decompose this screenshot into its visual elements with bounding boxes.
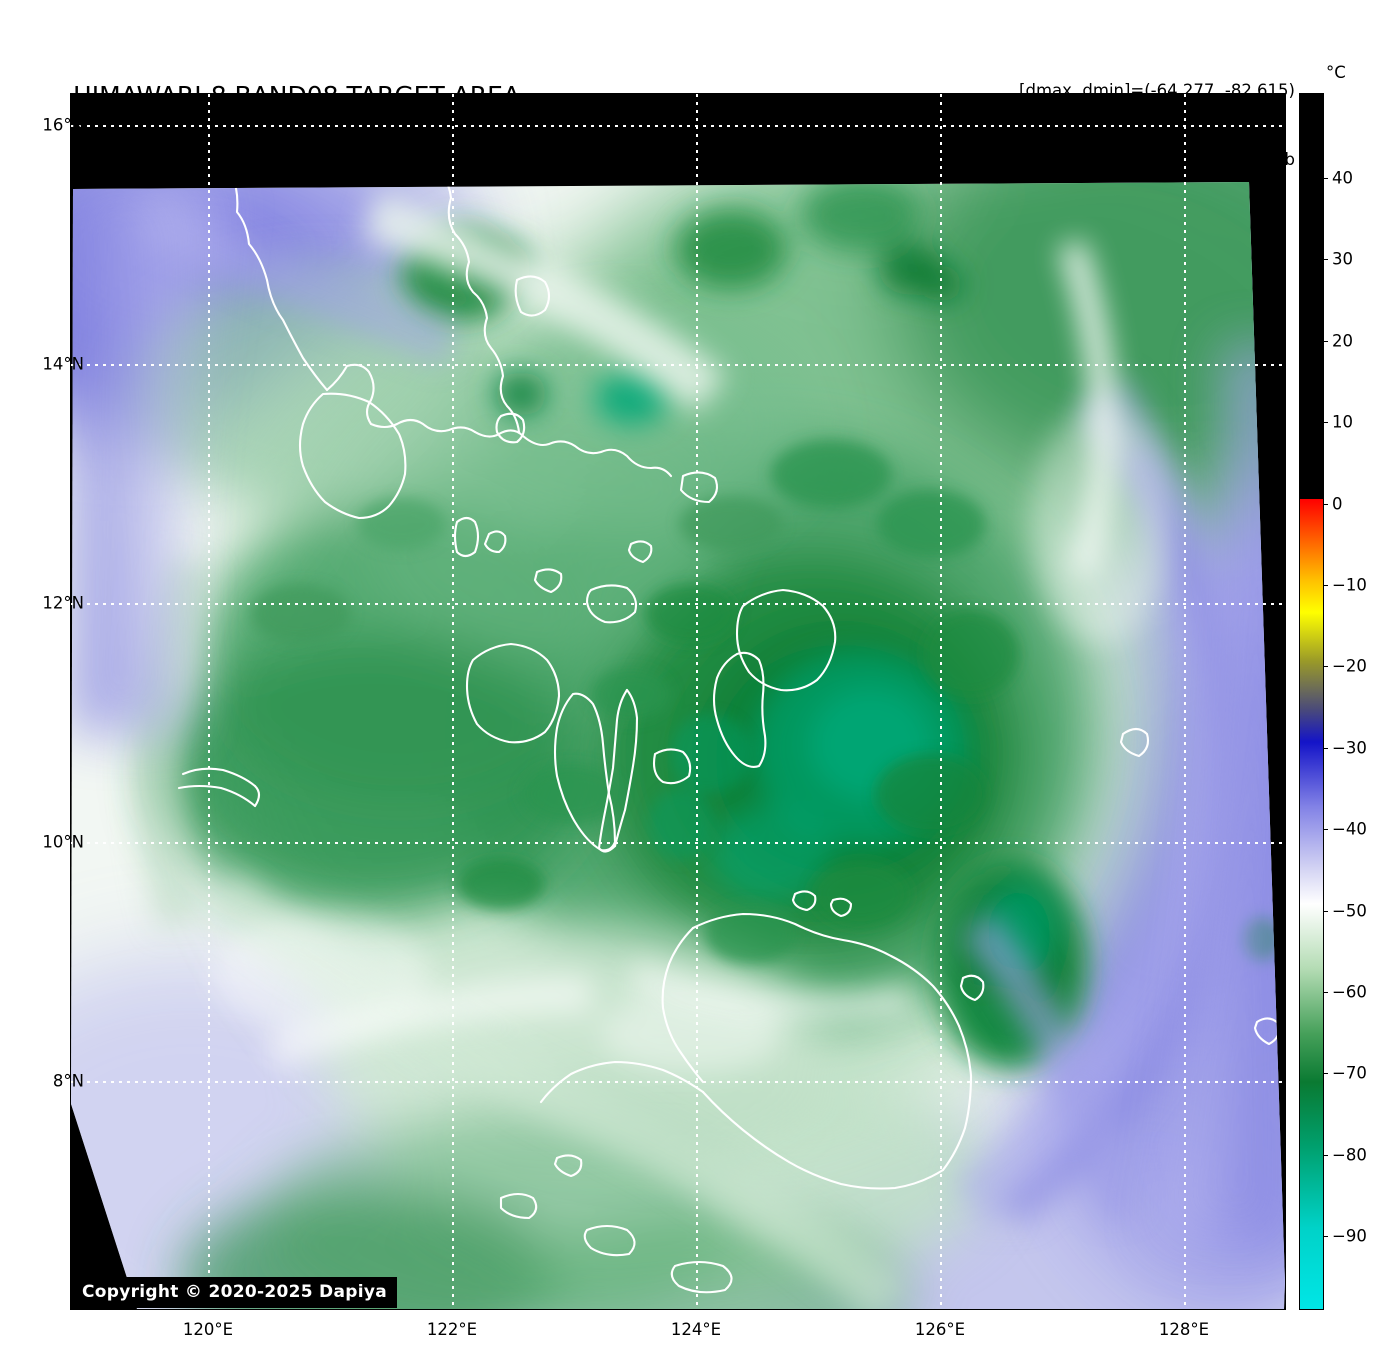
ytick-label-16N: 16°N — [42, 115, 84, 135]
colorbar-tick-mark — [1324, 259, 1328, 260]
xtick-label-128E: 128°E — [1158, 1320, 1210, 1339]
colorbar-tick-mark — [1324, 829, 1328, 830]
colorbar-tick-mark — [1324, 341, 1328, 342]
ytick-label-10N: 10°N — [42, 832, 84, 852]
xtick-label-120E: 120°E — [182, 1320, 234, 1339]
colorbar[interactable] — [1299, 93, 1324, 1310]
colorbar-tick-m20: −20 — [1332, 656, 1367, 676]
copyright-watermark: Copyright © 2020-2025 Dapiya — [72, 1277, 397, 1308]
satellite-image-plot[interactable] — [70, 93, 1286, 1310]
colorbar-tick-mark — [1324, 911, 1328, 912]
xtick-label-124E: 124°E — [670, 1320, 722, 1339]
colorbar-tick-m80: −80 — [1332, 1145, 1367, 1165]
colorbar-tick-m50: −50 — [1332, 901, 1367, 921]
ytick-label-12N: 12°N — [42, 593, 84, 613]
ytick-label-8N: 8°N — [52, 1071, 84, 1091]
colorbar-tick-40: 40 — [1332, 168, 1353, 188]
colorbar-tick-mark — [1324, 748, 1328, 749]
colorbar-unit-label: °C — [1326, 63, 1346, 82]
colorbar-tick-10: 10 — [1332, 412, 1353, 432]
colorbar-tick-mark — [1324, 1073, 1328, 1074]
colorbar-tick-mark — [1324, 992, 1328, 993]
xtick-label-122E: 122°E — [426, 1320, 478, 1339]
colorbar-tick-mark — [1324, 178, 1328, 179]
colorbar-tick-mark — [1324, 666, 1328, 667]
coastline-overlay — [177, 182, 1281, 1294]
colorbar-tick-mark — [1324, 504, 1328, 505]
satellite-imagery — [71, 182, 1285, 1309]
colorbar-tick-m90: −90 — [1332, 1226, 1367, 1246]
colorbar-tick-m70: −70 — [1332, 1063, 1367, 1083]
colorbar-tick-30: 30 — [1332, 249, 1353, 269]
colorbar-tick-20: 20 — [1332, 331, 1353, 351]
colorbar-tick-m40: −40 — [1332, 819, 1367, 839]
ytick-label-14N: 14°N — [42, 354, 84, 374]
plot-inner — [71, 94, 1285, 1309]
colorbar-tick-mark — [1324, 422, 1328, 423]
colorbar-gradient — [1300, 94, 1323, 1309]
xtick-label-126E: 126°E — [914, 1320, 966, 1339]
colorbar-tick-m30: −30 — [1332, 738, 1367, 758]
colorbar-tick-mark — [1324, 585, 1328, 586]
colorbar-tick-mark — [1324, 1155, 1328, 1156]
colorbar-tick-m10: −10 — [1332, 575, 1367, 595]
colorbar-tick-0: 0 — [1332, 494, 1343, 514]
colorbar-tick-mark — [1324, 1236, 1328, 1237]
colorbar-tick-m60: −60 — [1332, 982, 1367, 1002]
